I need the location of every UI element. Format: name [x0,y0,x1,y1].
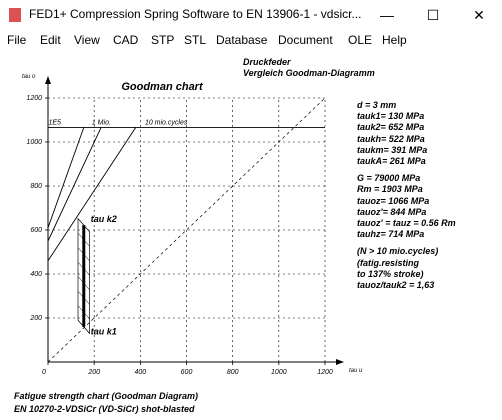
band-hatch [77,320,90,334]
y-axis-arrow [45,76,51,84]
band-hatch [77,290,90,305]
band-hatch [77,261,90,276]
title-bar: FED1+ Compression Spring Software to EN … [0,0,502,30]
x-tick-label: 1000 [271,369,287,376]
header-line2: Vergleich Goodman-Diagramm [243,68,375,78]
result-line: tauoz/tauk2 = 1,63 [357,280,435,290]
series-label: 1 Mio. [92,119,111,126]
x-tick-label: 200 [87,369,100,376]
y-tick-label: 400 [30,271,42,278]
menu-file[interactable]: File [7,33,27,47]
y-tick-label: 800 [30,183,42,190]
tau-k2-label: tau k2 [91,214,117,224]
result-line: taukA= 261 MPa [357,156,426,166]
band-hatch [77,276,90,291]
menu-view[interactable]: View [74,33,100,47]
x-tick-label: 400 [134,369,146,376]
chart-title: Goodman chart [121,81,204,93]
header-line1: Druckfeder [243,57,291,67]
band-hatch [77,305,90,320]
footer-line1: Fatigue strength chart (Goodman Diagram) [14,391,199,401]
result-line: taukh= 522 MPa [357,133,425,144]
y-tick-label: 200 [29,315,42,322]
y-tick-label: 1000 [26,139,42,146]
tau-k1-label: tau k1 [91,326,117,336]
result-line: taukm= 391 MPa [357,144,428,155]
menu-database[interactable]: Database [216,33,268,47]
series-line [47,127,85,228]
result-line: tauk2= 652 MPa [357,122,425,133]
menu-ole[interactable]: OLE [348,33,373,47]
menu-help[interactable]: Help [382,33,407,47]
result-line: tauk1= 130 MPa [357,111,425,122]
result-line: to 137% stroke) [357,268,424,279]
series-line [47,127,137,262]
result-line: tauoz' = tauz = 0.56 Rm [357,218,456,228]
close-button[interactable]: ✕ [473,6,485,23]
result-line: tauhz= 714 MPa [357,229,425,240]
minimize-button[interactable]: — [380,7,394,23]
x-tick-label: 800 [227,369,239,376]
x-tick-label: 600 [181,369,193,376]
menu-edit[interactable]: Edit [40,33,61,47]
result-line: (fatig.resisting [357,257,420,268]
x-axis-arrow [336,359,344,365]
menu-cad[interactable]: CAD [113,33,139,47]
spring-app-icon [7,7,23,23]
result-line: tauoz'= 844 MPa [357,206,427,217]
series-label: 10 mio.cycles [145,119,188,126]
y-tick-label: 600 [30,227,42,234]
footer-line2: EN 10270-2-VDSiCr (VD-SiCr) shot-blasted [14,404,195,414]
origin-label: 0 [42,369,46,376]
result-line: (N > 10 mio.cycles) [357,246,439,257]
menu-stl[interactable]: STL [184,33,207,47]
menu-document[interactable]: Document [278,33,333,47]
result-line: Rm = 1903 MPa [357,184,423,195]
menu-stp[interactable]: STP [151,33,175,47]
diagonal-line [47,97,326,363]
y-tick-label: 1200 [26,95,42,102]
window-title: FED1+ Compression Spring Software to EN … [29,7,362,21]
band-hatch [77,247,90,261]
x-axis-label: tau u [349,368,363,374]
series-line [47,127,102,242]
y-axis-label: tau o [22,74,36,80]
x-tick-label: 1200 [317,369,333,376]
result-line: G = 79000 MPa [357,173,421,184]
maximize-button[interactable]: ☐ [426,6,440,23]
result-line: d = 3 mm [357,100,397,110]
band-hatch [77,232,90,247]
band-hatch [77,218,90,232]
menu-bar: File Edit View CAD STP STL Database Docu… [0,30,502,52]
series-label: 1E5 [48,119,61,126]
result-line: tauoz= 1066 MPa [357,195,430,206]
